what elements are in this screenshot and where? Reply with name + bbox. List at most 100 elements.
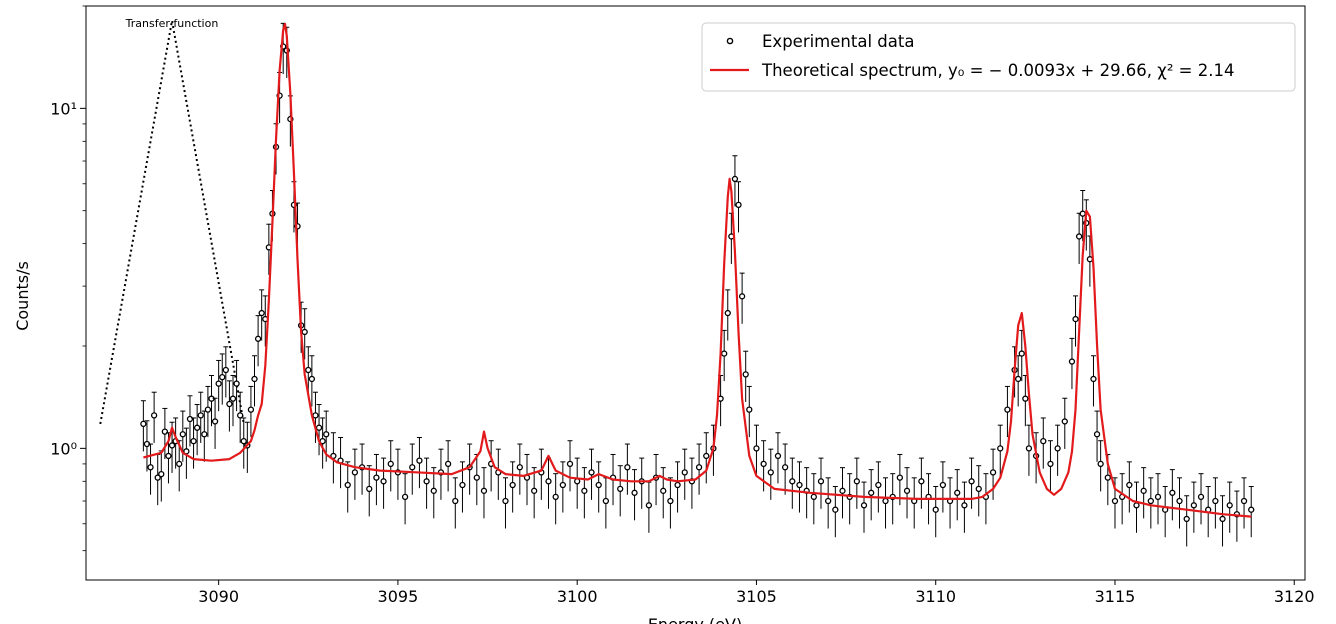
x-tick-label: 3095 bbox=[378, 587, 419, 606]
data-point bbox=[853, 478, 860, 485]
data-point bbox=[975, 485, 982, 493]
data-point bbox=[825, 497, 832, 505]
x-axis-label: Energy (eV) bbox=[648, 615, 742, 624]
data-point bbox=[229, 395, 237, 402]
data-point bbox=[1047, 460, 1054, 468]
data-point bbox=[1190, 502, 1198, 509]
data-point bbox=[409, 464, 416, 471]
data-point bbox=[1015, 375, 1022, 383]
data-point bbox=[315, 424, 323, 431]
data-point bbox=[724, 309, 731, 317]
data-point bbox=[588, 469, 595, 476]
data-point bbox=[903, 487, 911, 494]
data-point bbox=[1176, 497, 1183, 505]
data-point bbox=[595, 481, 602, 489]
data-point bbox=[1086, 256, 1094, 263]
data-point bbox=[531, 487, 538, 494]
data-point bbox=[781, 464, 789, 471]
data-point bbox=[201, 431, 208, 438]
data-point bbox=[860, 502, 868, 509]
data-point bbox=[308, 375, 316, 383]
data-point bbox=[932, 506, 939, 513]
data-point bbox=[323, 431, 330, 438]
x-tick-label: 3105 bbox=[736, 587, 777, 606]
data-point bbox=[545, 478, 552, 485]
data-point bbox=[660, 487, 667, 494]
legend-marker-experimental bbox=[726, 37, 734, 45]
data-point bbox=[258, 309, 265, 317]
data-point bbox=[247, 406, 255, 413]
data-point bbox=[552, 493, 559, 501]
data-point bbox=[631, 489, 638, 496]
data-point bbox=[1226, 502, 1233, 509]
data-point bbox=[161, 428, 169, 435]
y-axis-label: Counts/s bbox=[13, 261, 32, 331]
data-point bbox=[760, 460, 767, 468]
data-point bbox=[387, 460, 394, 468]
data-point bbox=[430, 487, 437, 494]
data-point bbox=[796, 481, 803, 489]
x-tick-label: 3090 bbox=[198, 587, 239, 606]
data-point bbox=[738, 293, 746, 300]
data-point bbox=[251, 375, 258, 383]
data-point bbox=[566, 460, 574, 468]
data-point bbox=[674, 481, 681, 489]
data-point bbox=[158, 470, 165, 478]
data-point bbox=[1097, 460, 1104, 468]
data-point bbox=[954, 489, 961, 496]
data-point bbox=[193, 424, 201, 431]
data-point bbox=[1025, 445, 1033, 452]
data-point bbox=[559, 481, 566, 489]
data-point bbox=[602, 497, 610, 505]
plot-frame bbox=[85, 5, 1306, 581]
data-point bbox=[1040, 437, 1047, 445]
data-point bbox=[1079, 210, 1086, 217]
data-point bbox=[154, 474, 161, 481]
data-point bbox=[459, 481, 466, 489]
data-point bbox=[1147, 497, 1154, 505]
legend-box bbox=[701, 22, 1296, 92]
data-point bbox=[1111, 497, 1119, 505]
data-point bbox=[1219, 515, 1226, 523]
data-point bbox=[380, 478, 387, 485]
data-point bbox=[1248, 506, 1255, 513]
data-point bbox=[190, 437, 197, 445]
x-tick-label: 3120 bbox=[1274, 587, 1315, 606]
data-point bbox=[1090, 375, 1097, 383]
data-point bbox=[1197, 493, 1205, 501]
data-point bbox=[645, 502, 653, 509]
data-point bbox=[473, 474, 480, 481]
data-point bbox=[211, 418, 219, 425]
data-point bbox=[1104, 474, 1111, 481]
x-tick-label: 3115 bbox=[1095, 587, 1136, 606]
data-point bbox=[140, 420, 147, 428]
data-point bbox=[624, 464, 631, 471]
data-point bbox=[1183, 515, 1190, 523]
data-point bbox=[373, 474, 380, 481]
data-point bbox=[222, 366, 229, 374]
data-point bbox=[997, 445, 1004, 452]
data-point bbox=[165, 452, 172, 460]
transfer-function-annotation: Transfer function bbox=[125, 17, 219, 30]
data-point bbox=[1022, 395, 1029, 402]
data-point bbox=[1004, 406, 1011, 413]
data-point bbox=[581, 487, 588, 494]
theoretical-spectrum-line bbox=[143, 22, 1252, 518]
data-point bbox=[186, 415, 194, 423]
data-point bbox=[1140, 487, 1147, 494]
data-point bbox=[667, 497, 674, 505]
data-point bbox=[896, 474, 904, 481]
data-point bbox=[1133, 502, 1140, 509]
x-tick-label: 3100 bbox=[557, 587, 598, 606]
data-point bbox=[176, 460, 183, 468]
data-point bbox=[1061, 418, 1068, 425]
data-point bbox=[237, 412, 244, 419]
data-point bbox=[882, 497, 889, 505]
data-point bbox=[817, 478, 825, 485]
data-point bbox=[1093, 431, 1101, 438]
y-axis: 10⁰ 10¹ bbox=[50, 5, 86, 552]
data-point bbox=[703, 452, 710, 460]
data-point bbox=[1068, 358, 1076, 365]
data-point bbox=[753, 445, 760, 452]
